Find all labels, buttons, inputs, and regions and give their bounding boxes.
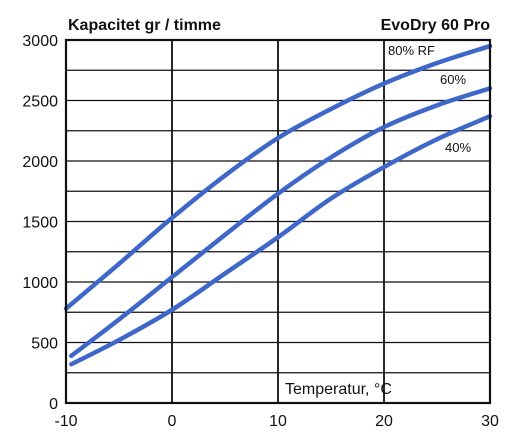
series-line-1 [63,43,493,311]
series-label-1: 80% RF [388,43,435,58]
y-tick-label: 500 [31,336,58,353]
y-tick-label: 2500 [22,94,58,111]
series-label-2: 60% [440,72,466,87]
chart-subtitle: EvoDry 60 Pro [381,17,491,34]
y-tick-label: 1000 [22,275,58,292]
plot-border [64,38,492,405]
chart-title: Kapacitet gr / timme [68,17,221,34]
x-tick-label: 30 [481,413,499,430]
grid [66,40,490,403]
x-tick-label: -10 [54,413,77,430]
y-tick-label: 3000 [22,33,58,50]
series-lines [63,43,493,367]
series-label-3: 40% [445,140,471,155]
y-tick-label: 2000 [22,154,58,171]
x-tick-label: 10 [269,413,287,430]
labels: Kapacitet gr / timme EvoDry 60 Pro Tempe… [68,17,490,398]
x-axis-label: Temperatur, °C [285,381,392,398]
plot-frame [64,38,492,405]
y-tick-label: 0 [49,396,58,413]
series-line-2 [69,86,493,359]
series-line-3 [69,113,493,367]
x-tick-label: 0 [168,413,177,430]
x-tick-label: 20 [375,413,393,430]
y-tick-label: 1500 [22,215,58,232]
